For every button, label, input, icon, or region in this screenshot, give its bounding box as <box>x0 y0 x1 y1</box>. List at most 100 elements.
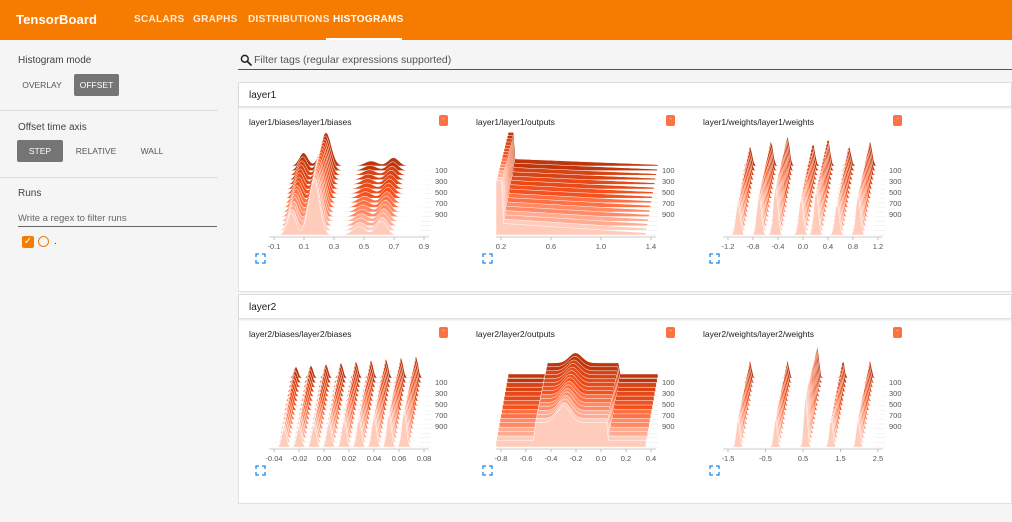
x-tick-label: 0.2 <box>621 454 631 463</box>
group-title: layer1 <box>249 90 277 101</box>
expand-icon[interactable] <box>255 465 266 476</box>
x-tick-label: 0.8 <box>848 242 858 251</box>
card-color-badge[interactable]: - <box>666 327 675 338</box>
x-tick-label: 0.2 <box>496 242 506 251</box>
y-tick-label: 100 <box>889 166 902 175</box>
wall-button[interactable]: WALL <box>140 146 164 156</box>
checkbox-icon[interactable]: ✓ <box>22 236 34 248</box>
y-tick-label: 300 <box>435 389 448 398</box>
x-tick-label: 0.6 <box>546 242 556 251</box>
x-tick-label: 0.3 <box>329 242 339 251</box>
x-tick-label: 0.7 <box>389 242 399 251</box>
x-tick-label: -1.5 <box>722 454 735 463</box>
y-tick-label: 900 <box>889 422 902 431</box>
histogram-chart: 100 300 500 700 900 -0.8 -0.6 -0.4 -0.2 0.0 0.2 0.4 <box>495 352 675 463</box>
histogram-chart: 100 300 500 700 900 0.2 0.6 1.0 1.4 <box>495 132 675 251</box>
step-button[interactable]: STEP <box>17 140 63 162</box>
app-brand: TensorBoard <box>16 12 98 27</box>
y-tick-label: 500 <box>662 400 675 409</box>
runs-title: Runs <box>18 188 42 199</box>
y-tick-label: 500 <box>889 188 902 197</box>
x-tick-label: -0.5 <box>759 454 772 463</box>
histogram-ridge <box>504 144 656 185</box>
y-tick-label: 700 <box>889 411 902 420</box>
offset-button[interactable]: OFFSET <box>74 74 119 96</box>
x-tick-label: 0.9 <box>419 242 429 251</box>
y-tick-label: 100 <box>435 166 448 175</box>
x-tick-label: 0.5 <box>798 454 808 463</box>
histogram-ridge <box>495 405 647 448</box>
y-tick-label: 700 <box>662 199 675 208</box>
card-color-badge[interactable]: - <box>893 327 902 338</box>
tag-filter-input[interactable] <box>254 52 1004 68</box>
expand-icon[interactable] <box>709 465 720 476</box>
histogram-ridge <box>506 138 657 176</box>
histogram-ridge <box>507 132 659 167</box>
top-app-bar: TensorBoard SCALARS GRAPHS DISTRIBUTIONS… <box>0 0 1012 40</box>
x-tick-label: -0.4 <box>545 454 558 463</box>
x-tick-label: 0.4 <box>823 242 833 251</box>
histogram-chart: 100 300 500 700 900 -1.2 -0.8 -0.4 0.0 0.4 0.8 1.2 <box>722 135 902 251</box>
card-title: layer2/biases/layer2/biases <box>249 329 352 339</box>
x-tick-label: -0.4 <box>772 242 785 251</box>
expand-icon[interactable] <box>709 253 720 264</box>
x-tick-label: 0.08 <box>417 454 432 463</box>
tab-histograms[interactable]: HISTOGRAMS <box>333 14 404 25</box>
x-tick-label: 0.06 <box>392 454 407 463</box>
tab-scalars[interactable]: SCALARS <box>134 14 185 25</box>
card-color-badge[interactable]: - <box>893 115 902 126</box>
card-title: layer1/layer1/outputs <box>476 117 555 127</box>
y-tick-label: 500 <box>889 400 902 409</box>
card-color-badge[interactable]: - <box>439 115 448 126</box>
expand-icon[interactable] <box>482 253 493 264</box>
histogram-card: layer1/weights/layer1/weights - 100 300 50… <box>703 115 928 287</box>
expand-icon[interactable] <box>255 253 266 264</box>
tab-graphs[interactable]: GRAPHS <box>193 14 238 25</box>
group-header[interactable]: layer1 <box>239 83 1011 107</box>
group-header[interactable]: layer2 <box>239 295 1011 319</box>
y-tick-label: 700 <box>889 199 902 208</box>
overlay-button[interactable]: OVERLAY <box>22 80 62 90</box>
x-tick-label: -0.2 <box>570 454 583 463</box>
y-tick-label: 300 <box>662 389 675 398</box>
histogram-card: layer2/weights/layer2/weights - 100 300 50… <box>703 327 928 499</box>
y-tick-label: 100 <box>662 166 675 175</box>
histogram-ridge <box>735 344 885 379</box>
offset-axis-title: Offset time axis <box>18 122 87 133</box>
x-tick-label: -0.6 <box>520 454 533 463</box>
x-tick-label: 1.2 <box>873 242 883 251</box>
x-tick-label: 1.0 <box>596 242 606 251</box>
run-name: . <box>54 236 57 247</box>
runs-filter-input[interactable] <box>18 211 217 227</box>
sidebar: Histogram mode OVERLAY OFFSET Offset tim… <box>0 40 230 522</box>
x-tick-label: 0.0 <box>596 454 606 463</box>
x-tick-label: 2.5 <box>873 454 883 463</box>
divider <box>0 110 218 111</box>
card-color-badge[interactable]: - <box>666 115 675 126</box>
histogram-mode-title: Histogram mode <box>18 55 92 66</box>
tab-distributions[interactable]: DISTRIBUTIONS <box>248 14 330 25</box>
histogram-ridge <box>269 179 419 236</box>
histogram-ridge <box>495 180 647 236</box>
card-color-badge[interactable]: - <box>439 327 448 338</box>
histogram-ridge <box>506 135 658 171</box>
x-tick-label: 1.5 <box>835 454 845 463</box>
active-tab-indicator <box>326 38 402 40</box>
y-tick-label: 100 <box>889 378 902 387</box>
histogram-chart: 100 300 500 700 900 -0.04 -0.02 0.00 0.02 0.04 0.0… <box>265 354 448 463</box>
divider <box>0 177 218 178</box>
histogram-ridge <box>723 392 873 448</box>
group-layer2: layer2 layer2/biases/layer2/biases - 100… <box>238 294 1012 504</box>
histogram-card: layer2/layer2/outputs - 100 300 500 700 900 -… <box>476 327 701 499</box>
x-tick-label: 1.4 <box>646 242 656 251</box>
card-title: layer2/weights/layer2/weights <box>703 329 815 339</box>
y-tick-label: 900 <box>435 210 448 219</box>
y-tick-label: 900 <box>662 210 675 219</box>
histogram-chart: 100 300 500 700 900 -1.5 -0.5 0.5 1.5 2.5 <box>722 344 902 463</box>
relative-button[interactable]: RELATIVE <box>75 146 117 156</box>
x-tick-label: 0.00 <box>317 454 332 463</box>
histogram-card: layer1/layer1/outputs - 100 300 500 700 900 0… <box>476 115 701 287</box>
y-tick-label: 100 <box>435 378 448 387</box>
expand-icon[interactable] <box>482 465 493 476</box>
histogram-ridge <box>505 141 656 181</box>
